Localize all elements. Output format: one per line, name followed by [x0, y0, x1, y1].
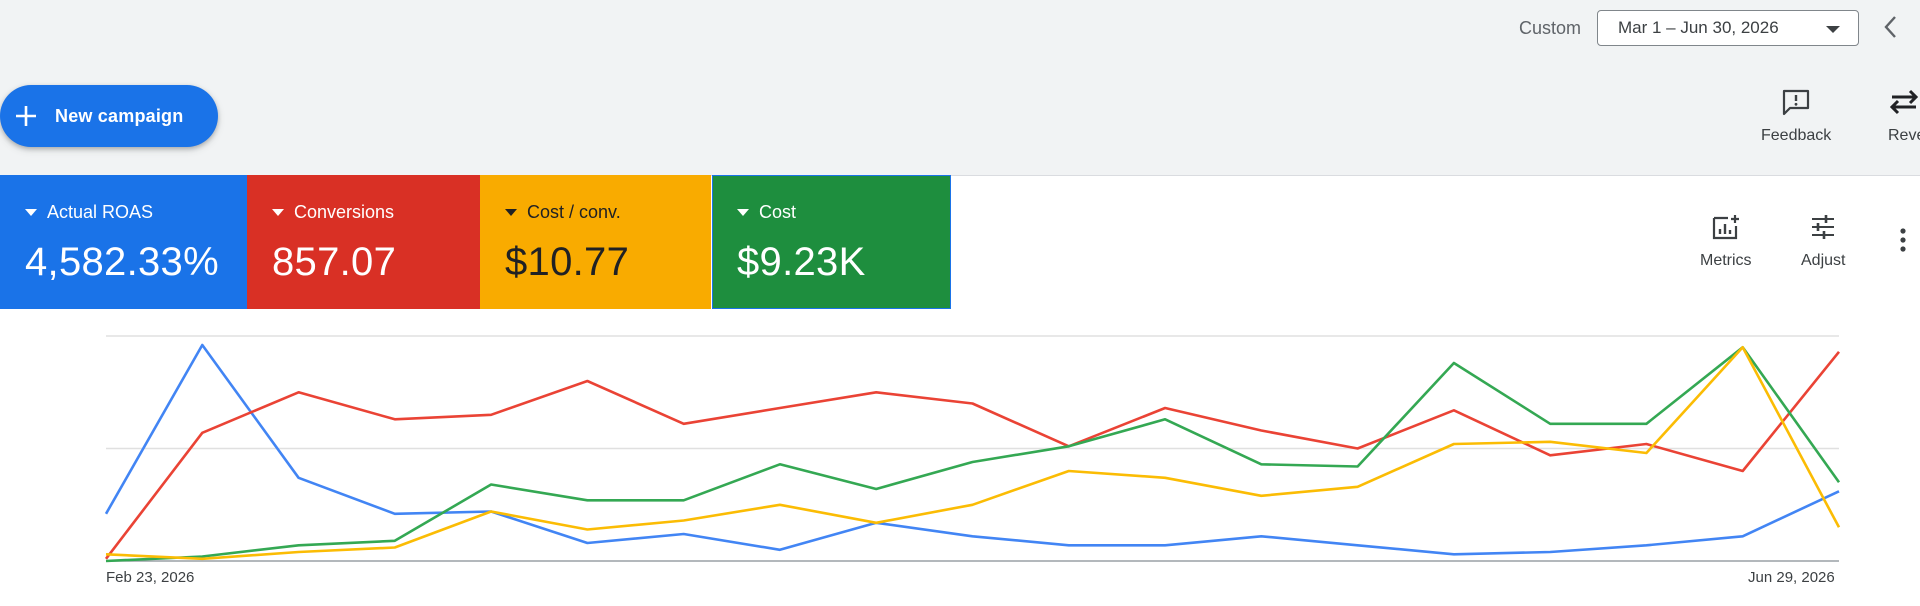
top-toolbar: Custom Mar 1 – Jun 30, 2026 New campaign… [0, 0, 1920, 176]
reverse-button[interactable]: Reve [1888, 88, 1920, 145]
metric-value: 4,582.33% [25, 240, 219, 284]
tune-icon [1808, 213, 1838, 252]
metric-tiles: Actual ROAS 4,582.33% Conversions 857.07… [0, 175, 951, 309]
metric-value: $9.23K [737, 240, 866, 284]
metric-tile-actual-roas[interactable]: Actual ROAS 4,582.33% [0, 175, 247, 309]
metrics-label: Metrics [1700, 252, 1752, 269]
chart-series-line-1 [104, 350, 1841, 560]
dropdown-triangle-icon [737, 209, 749, 216]
feedback-label: Feedback [1761, 127, 1832, 144]
plus-icon [13, 103, 39, 129]
metric-tile-cost-per-conv[interactable]: Cost / conv. $10.77 [480, 175, 711, 309]
feedback-button[interactable]: Feedback [1761, 88, 1831, 145]
performance-chart [0, 309, 1920, 601]
performance-line-chart [104, 335, 1841, 563]
reverse-label: Reve [1888, 127, 1920, 144]
more-vert-icon[interactable] [1898, 226, 1908, 259]
metric-tile-cost[interactable]: Cost $9.23K [712, 175, 951, 309]
metric-label: Cost / conv. [527, 202, 621, 222]
metric-label: Cost [759, 202, 797, 222]
metric-value: $10.77 [505, 240, 630, 284]
add-chart-icon [1711, 213, 1741, 252]
date-range-select[interactable]: Mar 1 – Jun 30, 2026 [1597, 10, 1859, 46]
chart-series-line-2 [105, 345, 1841, 563]
x-axis-start-label: Feb 23, 2026 [106, 569, 195, 586]
chevron-left-icon[interactable] [1881, 14, 1901, 45]
adjust-label: Adjust [1801, 252, 1846, 269]
date-range-type-label: Custom [1519, 18, 1582, 38]
feedback-icon [1781, 88, 1811, 127]
metric-label: Actual ROAS [47, 202, 154, 222]
chart-series-line-3 [105, 345, 1841, 561]
adjust-button[interactable]: Adjust [1801, 213, 1845, 270]
metric-label: Conversions [294, 202, 395, 222]
dropdown-triangle-icon [505, 209, 517, 216]
dropdown-caret-icon [1826, 26, 1840, 33]
dropdown-triangle-icon [272, 209, 284, 216]
chart-series-line-0 [104, 343, 1840, 556]
metric-value: 857.07 [272, 240, 397, 284]
date-range-value: Mar 1 – Jun 30, 2026 [1618, 18, 1779, 37]
new-campaign-button[interactable]: New campaign [0, 85, 218, 147]
dropdown-triangle-icon [25, 209, 37, 216]
metrics-button[interactable]: Metrics [1700, 213, 1752, 270]
x-axis-end-label: Jun 29, 2026 [1748, 569, 1835, 586]
metric-tile-conversions[interactable]: Conversions 857.07 [247, 175, 480, 309]
new-campaign-label: New campaign [55, 105, 184, 126]
swap-arrows-icon [1888, 88, 1920, 127]
